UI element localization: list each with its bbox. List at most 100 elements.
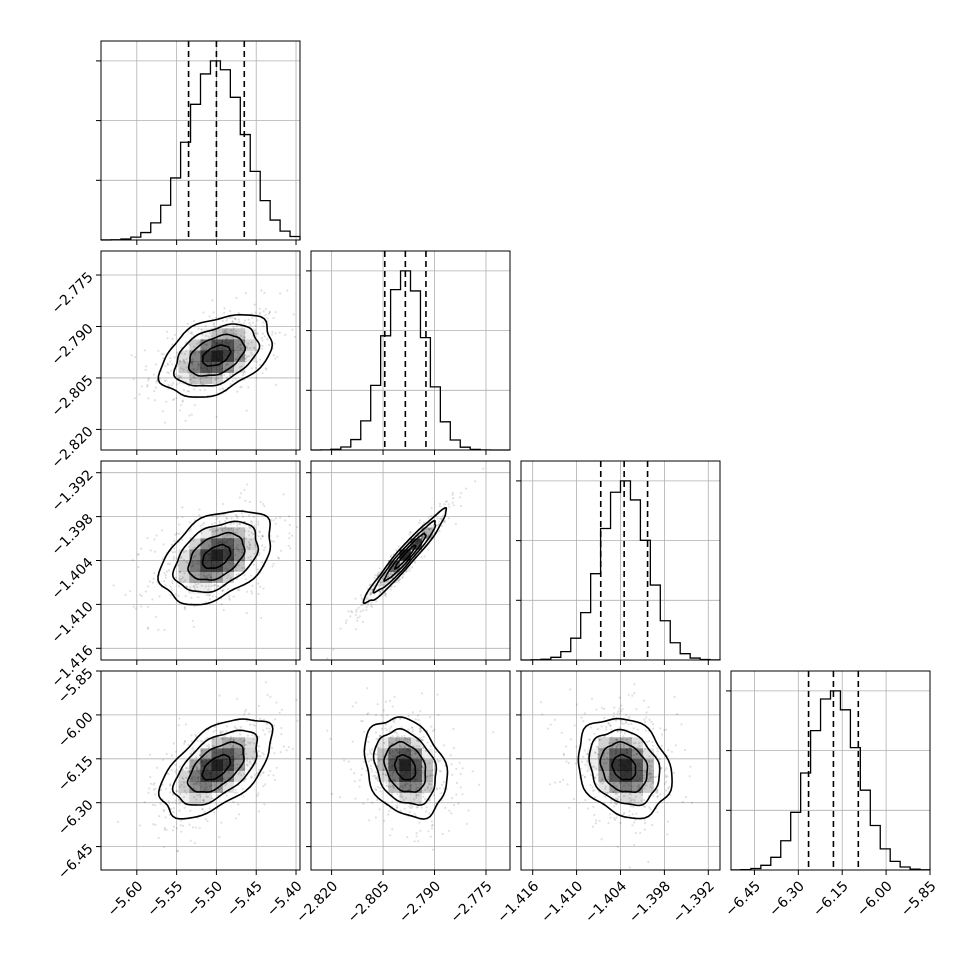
scatter-point <box>226 576 229 579</box>
scatter-point <box>232 800 235 804</box>
scatter-point <box>235 573 238 576</box>
panel-2-0-contour-1 <box>187 531 246 581</box>
scatter-point <box>427 830 430 833</box>
scatter-point <box>278 711 281 714</box>
scatter-point <box>224 367 227 370</box>
scatter-point <box>665 728 668 731</box>
scatter-point <box>198 781 201 785</box>
scatter-point <box>407 728 410 731</box>
panel-3-0-frame <box>100 670 301 871</box>
scatter-point <box>185 766 188 770</box>
scatter-point <box>664 789 668 792</box>
scatter-point <box>195 767 199 770</box>
scatter-point <box>253 346 256 349</box>
scatter-point <box>588 738 591 741</box>
scatter-point <box>169 360 172 363</box>
scatter-point <box>178 577 181 580</box>
scatter-point <box>454 523 457 526</box>
scatter-point <box>152 788 155 791</box>
scatter-point <box>262 321 265 324</box>
scatter-point <box>215 802 218 805</box>
scatter-point <box>238 522 241 526</box>
scatter-point <box>205 576 208 579</box>
scatter-point <box>460 492 463 495</box>
scatter-point <box>178 798 181 801</box>
scatter-point <box>267 730 271 733</box>
scatter-point <box>195 765 198 768</box>
scatter-point <box>248 354 251 358</box>
scatter-point <box>226 534 229 537</box>
scatter-point <box>143 349 146 352</box>
scatter-point <box>213 585 216 588</box>
xtick-label-0-3: −5.45 <box>224 878 266 920</box>
scatter-point <box>208 336 211 339</box>
scatter-point <box>235 546 238 549</box>
scatter-point <box>422 534 425 537</box>
scatter-point <box>249 324 252 327</box>
scatter-point <box>417 718 420 722</box>
scatter-point <box>374 731 378 734</box>
scatter-point <box>262 753 265 756</box>
scatter-point <box>252 742 255 745</box>
scatter-point <box>169 585 172 588</box>
scatter-point <box>191 358 194 361</box>
scatter-point <box>403 807 406 810</box>
scatter-point <box>645 716 648 719</box>
scatter-point <box>211 744 214 748</box>
scatter-point <box>241 558 244 562</box>
scatter-point <box>146 626 150 629</box>
scatter-point <box>411 566 414 569</box>
scatter-point <box>430 824 434 828</box>
scatter-point <box>416 714 420 717</box>
density-cell <box>189 339 201 351</box>
scatter-point <box>377 757 380 761</box>
scatter-point <box>245 578 248 581</box>
scatter-point <box>482 467 485 470</box>
density-cell <box>211 571 223 583</box>
scatter-point <box>165 379 168 382</box>
scatter-point <box>248 514 251 517</box>
scatter-point <box>203 810 206 813</box>
scatter-point <box>143 801 146 804</box>
scatter-point <box>168 813 171 817</box>
scatter-point <box>410 749 413 752</box>
scatter-point <box>400 746 403 749</box>
scatter-point <box>186 369 189 372</box>
panel-1-0-contour-2 <box>172 323 261 387</box>
scatter-point <box>263 803 266 806</box>
scatter-point <box>387 813 390 816</box>
scatter-point <box>205 744 208 748</box>
scatter-point <box>245 752 248 755</box>
scatter-point <box>253 329 256 332</box>
scatter-point <box>207 594 210 597</box>
scatter-point <box>235 330 238 333</box>
scatter-point <box>154 804 157 807</box>
scatter-point <box>239 334 243 337</box>
scatter-point <box>251 521 254 524</box>
scatter-point <box>198 351 201 354</box>
scatter-point <box>201 523 204 526</box>
scatter-point <box>188 390 191 393</box>
scatter-point <box>266 338 269 341</box>
scatter-point <box>212 323 215 326</box>
scatter-point <box>389 785 392 788</box>
scatter-point <box>326 657 329 660</box>
scatter-point <box>163 826 166 830</box>
scatter-point <box>189 378 192 381</box>
scatter-point <box>170 543 173 547</box>
scatter-point <box>451 797 454 800</box>
scatter-point <box>229 742 232 746</box>
scatter-point <box>288 537 291 540</box>
scatter-point <box>215 415 218 418</box>
scatter-point <box>184 608 187 611</box>
scatter-point <box>430 820 433 823</box>
scatter-point <box>438 502 441 505</box>
density-cell <box>189 770 201 782</box>
scatter-point <box>649 808 652 811</box>
scatter-point <box>619 821 622 825</box>
scatter-point <box>211 530 214 533</box>
scatter-point <box>388 699 392 702</box>
scatter-point <box>251 316 254 320</box>
xtick-label-3-1: −6.30 <box>766 878 808 920</box>
